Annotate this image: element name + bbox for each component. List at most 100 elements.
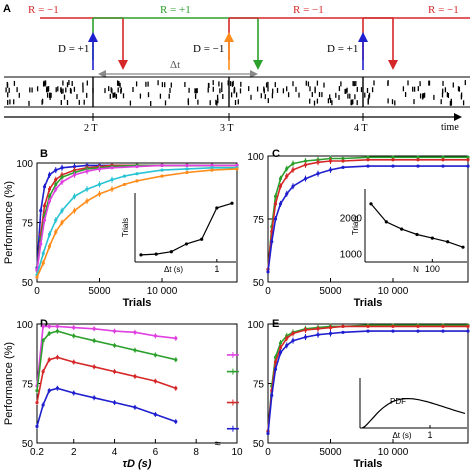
panel-a-label: A — [3, 3, 11, 15]
data-point — [39, 209, 43, 213]
data-point — [273, 367, 278, 371]
time-axis-label: time — [441, 122, 459, 133]
y-tick-label: 75 — [22, 219, 34, 230]
delta-t-arrow-right — [250, 70, 258, 78]
data-point — [391, 155, 395, 159]
data-point — [135, 164, 139, 169]
data-point — [441, 155, 445, 159]
data-point — [328, 325, 333, 330]
data-point — [266, 270, 270, 274]
data-point — [47, 324, 51, 328]
data-point — [72, 173, 77, 177]
data-point — [366, 155, 370, 159]
y-tick-label: 100 — [16, 159, 33, 170]
data-point — [92, 365, 96, 369]
axis-break-mark: ≈ — [215, 438, 221, 450]
data-point — [72, 194, 77, 198]
data-point — [328, 168, 333, 172]
data-point — [416, 158, 420, 162]
inset-pdf-label: PDF — [390, 397, 406, 406]
data-point — [366, 329, 370, 333]
data-point — [291, 331, 295, 336]
data-point — [285, 343, 289, 348]
data-point — [35, 389, 39, 393]
data-point — [366, 324, 370, 328]
data-point — [97, 182, 102, 187]
inset-line — [140, 202, 233, 256]
data-point — [41, 339, 45, 343]
data-point — [185, 167, 189, 171]
y-tick-label: 75 — [22, 380, 34, 391]
data-point — [110, 187, 114, 191]
data-point — [278, 341, 283, 345]
inset-point — [430, 236, 434, 240]
inset-point — [446, 240, 450, 244]
x-tick-label: 10 — [231, 447, 243, 458]
data-point — [391, 158, 395, 162]
data-point — [416, 164, 420, 168]
inset-point — [230, 201, 234, 205]
data-point — [92, 396, 96, 400]
x-axis-label: Trials — [123, 297, 152, 309]
data-point — [153, 379, 157, 383]
data-point — [85, 187, 89, 191]
data-point — [110, 166, 114, 170]
data-point — [328, 159, 333, 163]
series-line — [36, 167, 237, 276]
data-point — [273, 217, 278, 221]
series-line — [267, 156, 468, 270]
data-point — [466, 329, 470, 333]
data-point — [72, 325, 76, 330]
inset-x-label: Δt (s) — [164, 265, 183, 274]
data-point — [41, 261, 45, 265]
data-point — [92, 339, 96, 343]
inset-point — [139, 253, 143, 257]
inset-point — [369, 202, 373, 206]
y-tick-label: 100 — [247, 320, 264, 331]
data-point — [47, 232, 52, 236]
data-point — [85, 199, 89, 203]
y-tick-label: 75 — [253, 380, 265, 391]
data-point — [174, 419, 178, 424]
data-point — [273, 202, 278, 206]
panel-a: A R = −1 R = +1 R = −1 R = −1 D = +1 D =… — [3, 3, 470, 134]
data-point — [291, 184, 295, 188]
data-point — [270, 393, 274, 397]
series-line — [36, 168, 238, 278]
data-point — [41, 251, 45, 256]
x-tick-label: 5000 — [319, 447, 342, 458]
inset-y-label: Trials — [351, 216, 360, 235]
data-point — [210, 168, 214, 172]
data-point — [303, 163, 308, 167]
data-point — [41, 403, 45, 407]
data-point — [174, 336, 178, 340]
data-point — [278, 346, 283, 350]
inset-y-tick-label: 1000 — [340, 249, 363, 260]
data-point — [341, 159, 345, 163]
reward-arrow-red-2 — [388, 60, 398, 70]
y-tick-label: 50 — [22, 439, 34, 450]
data-point — [441, 329, 445, 333]
data-point — [303, 177, 308, 181]
inset-point — [200, 237, 204, 241]
data-point — [47, 331, 51, 336]
data-point — [112, 400, 117, 405]
data-point — [47, 244, 52, 248]
x-tick-label: 5000 — [88, 286, 111, 297]
y-tick-label: 75 — [253, 215, 265, 226]
inset-point — [415, 232, 419, 237]
data-point — [416, 329, 420, 333]
data-point — [273, 360, 278, 364]
data-point — [135, 179, 139, 183]
data-point — [441, 158, 445, 162]
r-label-4: R = −1 — [428, 4, 459, 16]
series-line — [36, 356, 177, 403]
data-point — [341, 156, 345, 161]
series-line — [267, 324, 468, 432]
data-point — [160, 168, 164, 172]
panel-label: D — [40, 318, 48, 330]
plot-frame — [267, 323, 469, 444]
inset-point — [169, 250, 173, 254]
